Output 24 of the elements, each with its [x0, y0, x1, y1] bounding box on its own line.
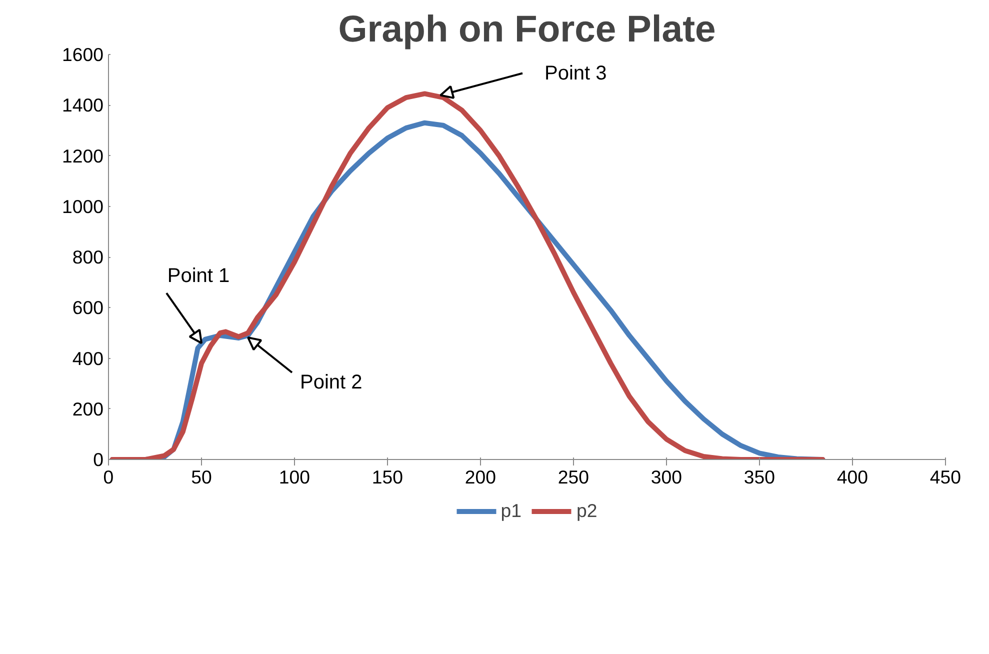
y-tick-label: 200 [72, 398, 104, 420]
x-tick-label: 50 [191, 466, 212, 488]
y-tick-label: 1400 [62, 94, 104, 116]
y-tick-label: 1200 [62, 145, 104, 166]
y-tick-label: 1000 [62, 196, 104, 217]
x-tick-label: 100 [278, 466, 310, 488]
x-tick-label: 300 [650, 466, 682, 488]
annotation: Point 2 [300, 371, 362, 394]
legend-label: p2 [576, 500, 598, 522]
legend-label: p1 [500, 500, 522, 522]
chart-title: Graph on Force Plate [338, 8, 716, 50]
y-tick-label: 1600 [62, 44, 104, 65]
x-tick-label: 150 [372, 466, 404, 488]
x-tick-label: 250 [558, 466, 590, 488]
x-tick-label: 200 [464, 466, 496, 488]
y-tick-label: 400 [72, 348, 104, 369]
x-tick-label: 350 [744, 466, 776, 488]
y-tick-label: 600 [72, 297, 104, 318]
x-tick-label: 450 [930, 466, 962, 488]
annotation: Point 3 [544, 62, 607, 84]
y-tick-label: 800 [72, 246, 104, 268]
x-tick-label: 400 [836, 466, 868, 488]
y-tick-label: 0 [93, 449, 104, 470]
annotation: Point 1 [167, 265, 230, 288]
